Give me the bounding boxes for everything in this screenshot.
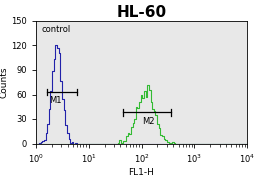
Text: M1: M1 <box>49 96 61 106</box>
Text: M2: M2 <box>141 117 154 126</box>
X-axis label: FL1-H: FL1-H <box>128 168 154 175</box>
Text: control: control <box>42 25 71 34</box>
Title: HL-60: HL-60 <box>116 5 166 20</box>
Y-axis label: Counts: Counts <box>0 66 8 98</box>
